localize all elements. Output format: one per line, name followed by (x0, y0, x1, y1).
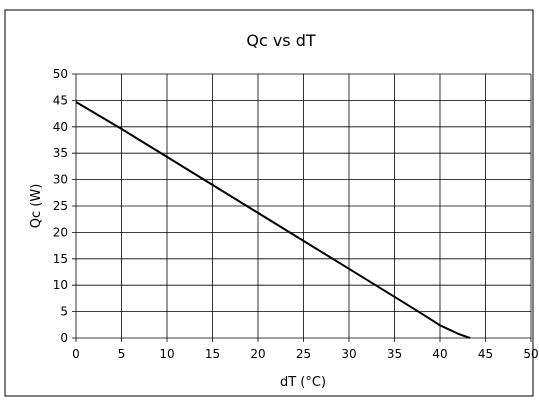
chart-title: Qc vs dT (246, 31, 316, 50)
y-tick-label-40: 40 (53, 120, 68, 134)
x-tick-label-0: 0 (72, 347, 80, 361)
y-tick-label-50: 50 (53, 67, 68, 81)
y-tick-label-10: 10 (53, 278, 68, 292)
series-line-0 (75, 101, 471, 339)
x-tick-label-15: 15 (205, 347, 220, 361)
y-tick-label-15: 15 (53, 252, 68, 266)
series-lines (75, 101, 471, 339)
y-tick-label-35: 35 (53, 146, 68, 160)
y-tick-label-45: 45 (53, 93, 68, 107)
y-tick-label-0: 0 (60, 331, 68, 345)
y-axis-label: Qc (W) (29, 184, 44, 229)
x-tick-label-10: 10 (159, 347, 174, 361)
y-tick-label-30: 30 (53, 173, 68, 187)
x-tick-label-35: 35 (387, 347, 402, 361)
x-tick-label-40: 40 (432, 347, 447, 361)
y-tick-label-5: 5 (60, 305, 68, 319)
y-tick-label-25: 25 (53, 199, 68, 213)
x-tick-label-45: 45 (478, 347, 493, 361)
y-tick-label-20: 20 (53, 225, 68, 239)
x-tick-label-5: 5 (118, 347, 126, 361)
x-tick-label-25: 25 (296, 347, 311, 361)
x-tick-label-30: 30 (341, 347, 356, 361)
x-axis-label: dT (°C) (280, 375, 326, 390)
x-tick-label-50: 50 (523, 347, 538, 361)
grid-lines (72, 73, 532, 342)
tick-labels: 0 5 10 15 20 25 30 35 40 45 50 0 5 10 15 20 25 30 35 40 45 50 (53, 67, 539, 361)
x-tick-label-20: 20 (250, 347, 265, 361)
